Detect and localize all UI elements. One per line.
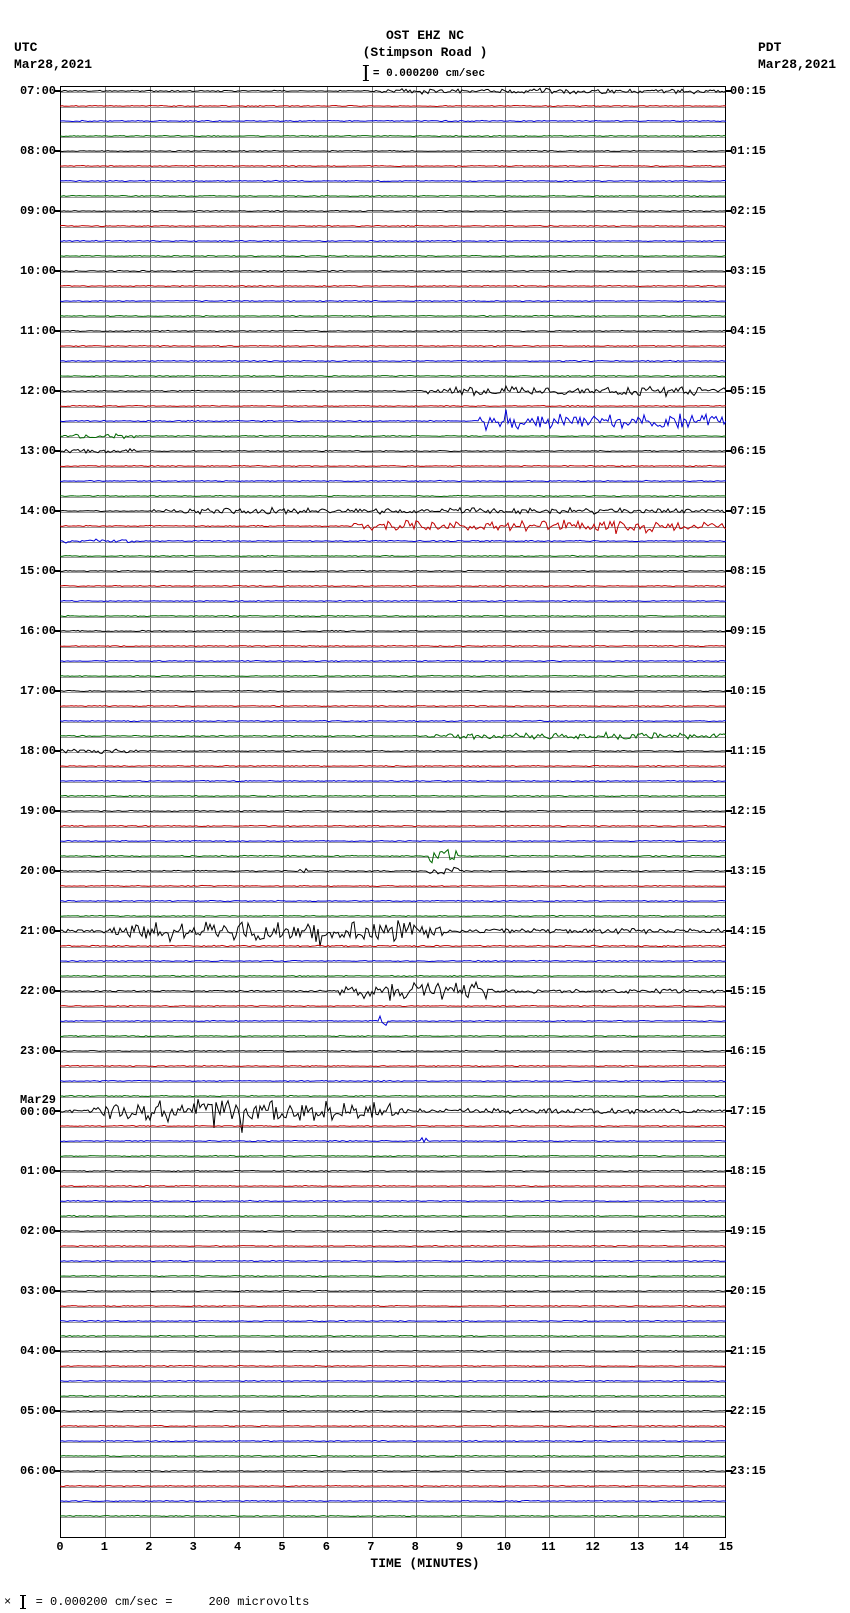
x-tick-label: 2 — [145, 1540, 152, 1554]
tz-left-zone: UTC — [14, 40, 92, 57]
local-hour-label: 09:15 — [730, 624, 766, 638]
local-hour-label: 10:15 — [730, 684, 766, 698]
x-tick-label: 0 — [56, 1540, 63, 1554]
station-code: OST EHZ NC — [0, 28, 850, 45]
utc-hour-label: 13:00 — [2, 444, 56, 458]
local-hour-label: 07:15 — [730, 504, 766, 518]
utc-hour-label: 17:00 — [2, 684, 56, 698]
utc-hour-label: 03:00 — [2, 1284, 56, 1298]
scale-legend-top: = 0.000200 cm/sec — [365, 65, 485, 81]
utc-hour-label: 18:00 — [2, 744, 56, 758]
utc-hour-label: 21:00 — [2, 924, 56, 938]
utc-hour-label: 06:00 — [2, 1464, 56, 1478]
x-tick-label: 12 — [586, 1540, 600, 1554]
local-hour-label: 02:15 — [730, 204, 766, 218]
utc-hour-label: 05:00 — [2, 1404, 56, 1418]
x-tick-label: 6 — [323, 1540, 330, 1554]
local-hour-label: 22:15 — [730, 1404, 766, 1418]
utc-hour-label: 12:00 — [2, 384, 56, 398]
x-tick-label: 5 — [278, 1540, 285, 1554]
local-hour-label: 13:15 — [730, 864, 766, 878]
utc-hour-label: 16:00 — [2, 624, 56, 638]
local-hour-label: 18:15 — [730, 1164, 766, 1178]
utc-hour-label: 01:00 — [2, 1164, 56, 1178]
utc-hour-label: 02:00 — [2, 1224, 56, 1238]
local-hour-label: 08:15 — [730, 564, 766, 578]
x-tick-label: 4 — [234, 1540, 241, 1554]
local-hour-label: 14:15 — [730, 924, 766, 938]
x-tick-label: 13 — [630, 1540, 644, 1554]
utc-hour-label: 07:00 — [2, 84, 56, 98]
scale-legend-bottom: × = 0.000200 cm/sec = 200 microvolts — [4, 1595, 309, 1609]
local-hour-label: 16:15 — [730, 1044, 766, 1058]
local-hour-label: 15:15 — [730, 984, 766, 998]
local-hour-label: 11:15 — [730, 744, 766, 758]
utc-hour-label: 20:00 — [2, 864, 56, 878]
station-name: (Stimpson Road ) — [0, 45, 850, 62]
local-hour-label: 06:15 — [730, 444, 766, 458]
x-tick-label: 3 — [190, 1540, 197, 1554]
scale-bar-icon — [365, 65, 367, 81]
local-hour-label: 01:15 — [730, 144, 766, 158]
local-hour-label: 21:15 — [730, 1344, 766, 1358]
utc-hour-label: Mar2900:00 — [2, 1094, 56, 1118]
utc-hour-label: 22:00 — [2, 984, 56, 998]
x-tick-label: 1 — [101, 1540, 108, 1554]
x-tick-label: 14 — [674, 1540, 688, 1554]
seismogram-plot — [60, 86, 726, 1538]
tz-right-zone: PDT — [758, 40, 836, 57]
legend-cm-sec: = 0.000200 cm/sec = — [36, 1595, 173, 1609]
utc-hour-label: 04:00 — [2, 1344, 56, 1358]
utc-hour-label: 08:00 — [2, 144, 56, 158]
utc-hour-label: 19:00 — [2, 804, 56, 818]
local-hour-label: 19:15 — [730, 1224, 766, 1238]
x-axis-title: TIME (MINUTES) — [370, 1556, 479, 1571]
legend-prefix: × — [4, 1595, 11, 1609]
utc-hour-label: 10:00 — [2, 264, 56, 278]
local-hour-label: 12:15 — [730, 804, 766, 818]
utc-hour-label: 09:00 — [2, 204, 56, 218]
x-tick-label: 8 — [412, 1540, 419, 1554]
utc-hour-label: 14:00 — [2, 504, 56, 518]
x-tick-label: 7 — [367, 1540, 374, 1554]
utc-hour-label: 23:00 — [2, 1044, 56, 1058]
x-tick-label: 15 — [719, 1540, 733, 1554]
local-hour-label: 00:15 — [730, 84, 766, 98]
x-tick-label: 11 — [541, 1540, 555, 1554]
x-tick-label: 9 — [456, 1540, 463, 1554]
x-tick-label: 10 — [497, 1540, 511, 1554]
local-hour-label: 04:15 — [730, 324, 766, 338]
scale-bar-icon — [22, 1595, 24, 1609]
local-hour-label: 17:15 — [730, 1104, 766, 1118]
local-hour-label: 05:15 — [730, 384, 766, 398]
legend-microvolts: 200 microvolts — [208, 1595, 309, 1609]
local-hour-label: 23:15 — [730, 1464, 766, 1478]
local-hour-label: 03:15 — [730, 264, 766, 278]
utc-hour-label: 11:00 — [2, 324, 56, 338]
tz-left-date: Mar28,2021 — [14, 57, 92, 74]
tz-right-date: Mar28,2021 — [758, 57, 836, 74]
utc-hour-label: 15:00 — [2, 564, 56, 578]
scale-value-top: = 0.000200 cm/sec — [373, 68, 485, 80]
local-hour-label: 20:15 — [730, 1284, 766, 1298]
